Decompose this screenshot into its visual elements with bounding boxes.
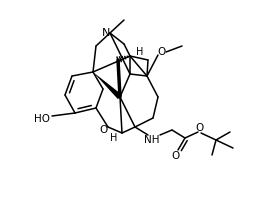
Text: O: O bbox=[157, 47, 165, 57]
Polygon shape bbox=[93, 72, 122, 99]
Text: HO: HO bbox=[34, 114, 50, 124]
Text: O: O bbox=[171, 151, 179, 161]
Text: H: H bbox=[136, 47, 144, 57]
Text: O: O bbox=[99, 125, 107, 135]
Text: O: O bbox=[196, 123, 204, 133]
Text: N: N bbox=[102, 28, 110, 38]
Text: NH: NH bbox=[144, 135, 160, 145]
Text: H: H bbox=[110, 133, 118, 143]
